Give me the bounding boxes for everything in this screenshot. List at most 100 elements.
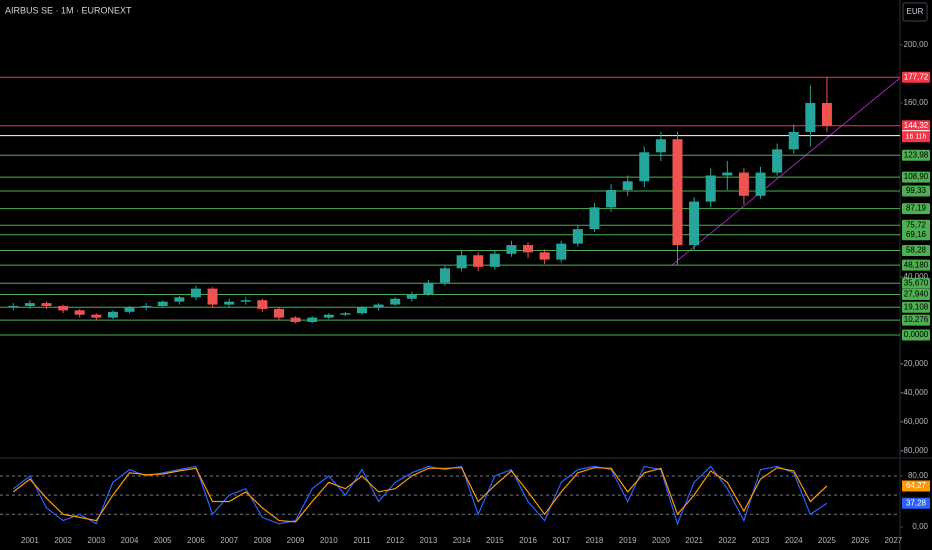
level-badge xyxy=(902,171,930,183)
candle-body xyxy=(390,298,401,305)
countdown-badge xyxy=(902,131,930,143)
oscillator-line xyxy=(12,465,828,526)
currency-button[interactable] xyxy=(902,2,928,22)
x-tick-label: 2020 xyxy=(652,536,670,545)
level-badge xyxy=(902,185,930,197)
candle-body xyxy=(440,268,451,283)
candle-body xyxy=(356,307,367,314)
candle-body xyxy=(307,317,318,322)
level-badge xyxy=(902,277,930,289)
x-tick-label: 2005 xyxy=(154,536,172,545)
candle-body xyxy=(58,306,69,311)
level-badge xyxy=(902,329,930,341)
level-label: 58,28 xyxy=(906,246,927,255)
y-tick-label: -20,000 xyxy=(901,359,929,368)
y-tick-label: -40,000 xyxy=(901,388,929,397)
candle-body xyxy=(157,301,168,307)
trend-line xyxy=(671,77,901,266)
countdown: 16 11h xyxy=(906,134,927,141)
level-label: 144,32 xyxy=(904,121,929,130)
y-tick-label: -60,000 xyxy=(901,417,929,426)
candle-body xyxy=(41,303,52,307)
x-tick-label: 2026 xyxy=(851,536,869,545)
level-label: 27,940 xyxy=(904,290,929,299)
candle-body xyxy=(489,253,500,267)
candle-body xyxy=(174,297,185,302)
y-tick-label: 40,000 xyxy=(904,272,929,281)
x-tick-label: 2019 xyxy=(619,536,637,545)
candle-body xyxy=(506,245,517,254)
candle-body xyxy=(589,207,600,230)
level-label: 19,108 xyxy=(904,302,929,311)
y-tick-label: 160,00 xyxy=(904,98,929,107)
candle-body xyxy=(257,300,268,309)
candle-body xyxy=(240,300,251,302)
candle-body xyxy=(639,152,650,182)
candle-body xyxy=(473,255,484,267)
candle-body xyxy=(273,308,284,318)
value-label: 37,28 xyxy=(906,498,927,507)
x-tick-label: 2004 xyxy=(121,536,139,545)
level-badge xyxy=(902,288,930,300)
level-badge xyxy=(902,203,930,215)
candle-body xyxy=(91,314,102,318)
candle-body xyxy=(207,288,218,305)
level-badge xyxy=(902,259,930,271)
x-tick-label: 2002 xyxy=(54,536,72,545)
x-tick-label: 2018 xyxy=(586,536,604,545)
candle-body xyxy=(8,306,19,308)
currency-label[interactable]: EUR xyxy=(907,7,924,16)
candle-body xyxy=(340,313,351,315)
candle-body xyxy=(738,172,749,196)
x-tick-label: 2023 xyxy=(752,536,770,545)
candle-body xyxy=(323,314,334,318)
candle-body xyxy=(456,255,467,269)
y-tick-label: 0,00 xyxy=(912,522,928,531)
level-badge xyxy=(902,301,930,313)
level-label: 10,276 xyxy=(904,315,929,324)
x-tick-label: 2010 xyxy=(320,536,338,545)
candle-body xyxy=(672,139,683,246)
value-badge xyxy=(902,480,930,492)
level-label: 177,72 xyxy=(904,72,929,81)
candle-body xyxy=(373,304,384,308)
x-tick-label: 2012 xyxy=(386,536,404,545)
x-tick-label: 2003 xyxy=(87,536,105,545)
candle-body xyxy=(689,201,700,246)
candle-body xyxy=(788,131,799,150)
level-badge xyxy=(902,149,930,161)
oscillator-line xyxy=(12,467,828,523)
level-badge xyxy=(902,229,930,241)
level-label: 75,72 xyxy=(906,220,927,229)
chart-title: AIRBUS SE · 1M · EURONEXT xyxy=(5,5,132,15)
level-label: 69,16 xyxy=(906,230,927,239)
level-label: 35,670 xyxy=(904,278,929,287)
candle-body xyxy=(655,139,666,153)
level-badge xyxy=(902,219,930,231)
candle-body xyxy=(423,282,434,295)
x-tick-label: 2024 xyxy=(785,536,803,545)
candle-body xyxy=(572,229,583,244)
candle-body xyxy=(805,102,816,132)
level-label: 123,98 xyxy=(904,150,929,159)
candle-body xyxy=(190,288,201,298)
x-tick-label: 2013 xyxy=(420,536,438,545)
candle-body xyxy=(406,294,417,299)
level-label: 108,90 xyxy=(904,172,929,181)
x-tick-label: 2014 xyxy=(453,536,471,545)
candle-body xyxy=(821,102,832,126)
x-tick-label: 2025 xyxy=(818,536,836,545)
candle-body xyxy=(124,307,135,312)
candle-body xyxy=(141,306,152,308)
candle-body xyxy=(290,317,301,322)
candle-body xyxy=(622,181,633,190)
candle-body xyxy=(107,311,118,318)
y-tick-label: 200,00 xyxy=(904,40,929,49)
value-label: 64,27 xyxy=(906,481,927,490)
level-badge xyxy=(902,314,930,326)
y-tick-label: 80,00 xyxy=(908,471,929,480)
candle-body xyxy=(722,172,733,176)
y-tick-label: -80,000 xyxy=(901,446,929,455)
level-label: 99,33 xyxy=(906,186,927,195)
